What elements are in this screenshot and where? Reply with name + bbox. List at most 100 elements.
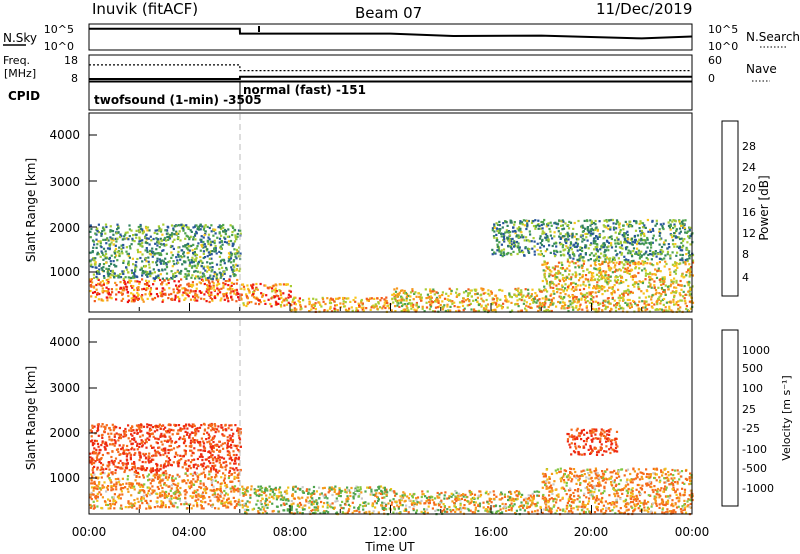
power-cell	[592, 275, 595, 278]
power-cell	[612, 256, 615, 259]
power-cell	[598, 263, 601, 266]
power-cell	[157, 240, 160, 243]
power-cell	[581, 234, 584, 237]
velocity-cell	[212, 428, 215, 431]
power-cell	[518, 250, 521, 254]
power-cell	[221, 273, 224, 276]
power-cell	[480, 304, 483, 307]
power-cell	[130, 279, 133, 282]
power-cell	[495, 227, 498, 230]
power-cell	[500, 232, 503, 235]
power-cell	[643, 232, 646, 235]
power-cell	[680, 299, 683, 302]
power-cell	[164, 244, 167, 247]
power-cell	[97, 282, 100, 285]
power-cell	[597, 285, 600, 288]
power-cell	[493, 225, 496, 228]
power-cell	[655, 308, 658, 311]
power-cell	[665, 309, 668, 312]
velocity-cell	[174, 501, 177, 505]
power-cell	[256, 288, 259, 291]
power-cell	[607, 264, 610, 268]
velocity-cell	[237, 476, 240, 479]
power-cell	[600, 245, 603, 248]
power-cell	[221, 258, 224, 261]
power-cell	[682, 219, 685, 222]
power-cell	[578, 259, 581, 262]
power-cell	[545, 278, 548, 281]
velocity-cell	[224, 484, 227, 487]
power-cell	[590, 227, 593, 230]
power-cell	[689, 243, 692, 246]
velocity-cell	[167, 464, 170, 467]
velocity-cell	[220, 424, 223, 427]
power-cell	[453, 305, 456, 308]
power-cell	[110, 297, 113, 300]
velocity-cell	[227, 427, 230, 430]
power-cell	[594, 252, 597, 255]
power-cell	[170, 251, 173, 254]
power-cell	[644, 304, 647, 307]
power-cell	[624, 246, 628, 249]
power-cell	[549, 294, 552, 297]
power-cell	[657, 286, 660, 289]
power-cell	[342, 300, 345, 303]
power-cell	[290, 310, 293, 313]
power-cell	[632, 250, 635, 253]
power-cell	[192, 261, 195, 264]
velocity-cell	[235, 476, 238, 479]
power-cell	[121, 238, 124, 241]
power-cell	[99, 240, 102, 243]
power-cell	[668, 307, 671, 310]
power-cell	[527, 219, 530, 223]
power-cell	[202, 240, 205, 244]
power-cell	[329, 301, 333, 305]
power-cell	[679, 258, 682, 261]
power-cell	[610, 218, 613, 222]
power-cell	[211, 240, 214, 243]
power-cell	[557, 282, 560, 286]
power-cell	[128, 279, 131, 282]
power-cell	[559, 267, 562, 270]
power-cell	[585, 278, 588, 281]
power-cell	[560, 307, 563, 310]
power-cell	[132, 300, 136, 303]
power-cell	[246, 302, 249, 306]
power-cell	[110, 273, 113, 276]
power-cell	[144, 293, 147, 296]
power-cell	[199, 271, 202, 274]
power-cell	[198, 290, 202, 293]
power-cell	[233, 273, 236, 276]
power-cell	[625, 279, 628, 282]
power-cell	[439, 295, 442, 298]
power-cell	[581, 224, 584, 227]
power-cell	[114, 237, 117, 240]
power-cell	[623, 270, 627, 273]
power-cell	[575, 233, 578, 236]
power-cell	[578, 254, 581, 257]
power-cell	[560, 284, 564, 287]
power-cell	[568, 261, 571, 264]
power-cell	[545, 308, 548, 311]
power-cell	[634, 266, 638, 269]
velocity-cell	[157, 487, 160, 490]
power-cell	[600, 252, 603, 255]
power-cell	[206, 240, 209, 243]
power-cell	[589, 264, 592, 267]
velocity-cell	[93, 480, 96, 483]
power-cell	[679, 249, 682, 252]
power-cell	[518, 246, 521, 249]
power-cell	[589, 258, 592, 261]
power-cell	[199, 255, 202, 259]
power-cell	[111, 291, 114, 294]
velocity-cell	[211, 426, 214, 429]
power-cell	[556, 222, 560, 225]
velocity-cell	[157, 469, 160, 472]
power-cell	[213, 271, 216, 274]
power-cell	[178, 300, 181, 303]
power-cell	[660, 245, 664, 249]
power-cell	[573, 245, 576, 248]
power-cell	[667, 310, 670, 313]
power-cell	[544, 289, 547, 292]
power-cell	[683, 284, 686, 288]
